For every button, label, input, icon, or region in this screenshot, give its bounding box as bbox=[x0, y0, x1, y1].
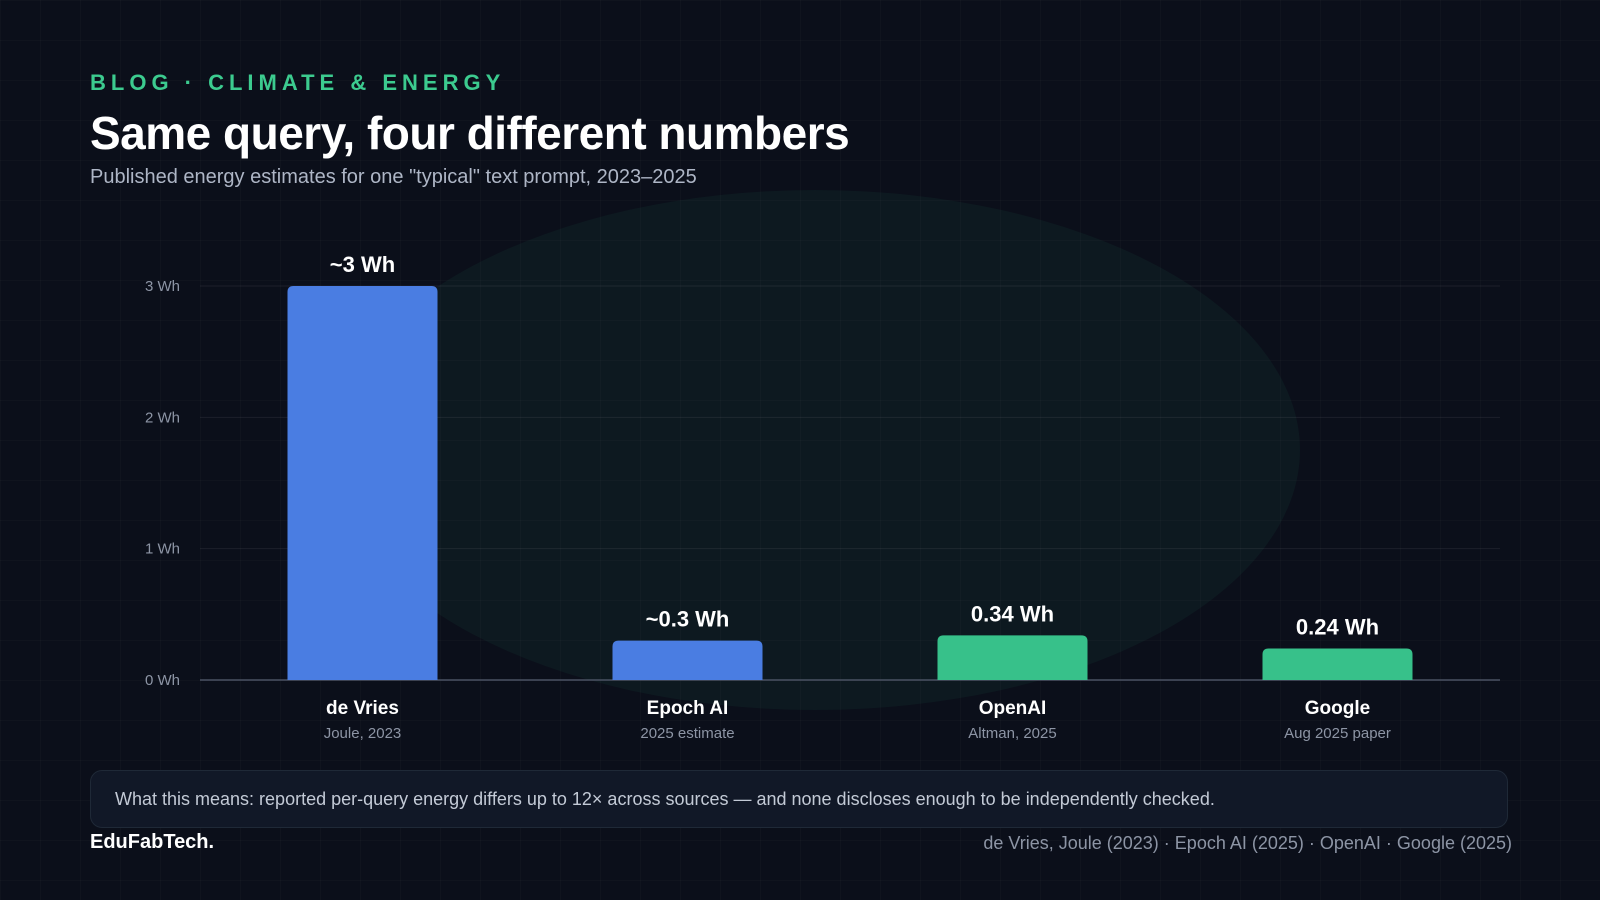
bar-openai bbox=[937, 635, 1088, 680]
x-category-label: OpenAI bbox=[979, 698, 1047, 719]
y-tick-label: 2 Wh bbox=[145, 409, 180, 426]
y-tick-label: 0 Wh bbox=[145, 672, 180, 689]
insight-callout: What this means: reported per-query ener… bbox=[90, 770, 1508, 828]
bar-chart: 0 Wh 1 Wh 2 Wh 3 Wh ~3 Wh de Vries Joule, 2023… bbox=[145, 252, 1500, 742]
x-category-label: Google bbox=[1305, 698, 1370, 719]
page-title: Same query, four different numbers bbox=[90, 107, 850, 159]
x-category-label: de Vries bbox=[326, 698, 399, 719]
callout-text: What this means: reported per-query ener… bbox=[115, 788, 1215, 809]
brand-logo-text: EduFabTech. bbox=[90, 831, 215, 853]
bar-epoch-ai bbox=[612, 640, 763, 680]
x-category-sublabel: Joule, 2023 bbox=[324, 725, 402, 742]
bar-de-vries bbox=[287, 286, 438, 680]
background-glow bbox=[330, 190, 1300, 710]
sources-citation: de Vries, Joule (2023) · Epoch AI (2025)… bbox=[983, 833, 1512, 853]
bar-value-label: ~0.3 Wh bbox=[646, 607, 730, 632]
bar-value-label: 0.34 Wh bbox=[971, 601, 1054, 626]
y-tick-label: 1 Wh bbox=[145, 541, 180, 558]
x-category-sublabel: Aug 2025 paper bbox=[1284, 725, 1391, 742]
x-category-label: Epoch AI bbox=[647, 698, 729, 719]
bar-value-label: ~3 Wh bbox=[330, 252, 395, 277]
page-subtitle: Published energy estimates for one "typi… bbox=[90, 166, 697, 188]
category-eyebrow: BLOG · CLIMATE & ENERGY bbox=[90, 70, 506, 95]
x-category-sublabel: 2025 estimate bbox=[640, 725, 734, 742]
bar-value-label: 0.24 Wh bbox=[1296, 614, 1379, 639]
bar-google bbox=[1262, 648, 1413, 680]
x-category-sublabel: Altman, 2025 bbox=[968, 725, 1056, 742]
y-tick-label: 3 Wh bbox=[145, 278, 180, 295]
